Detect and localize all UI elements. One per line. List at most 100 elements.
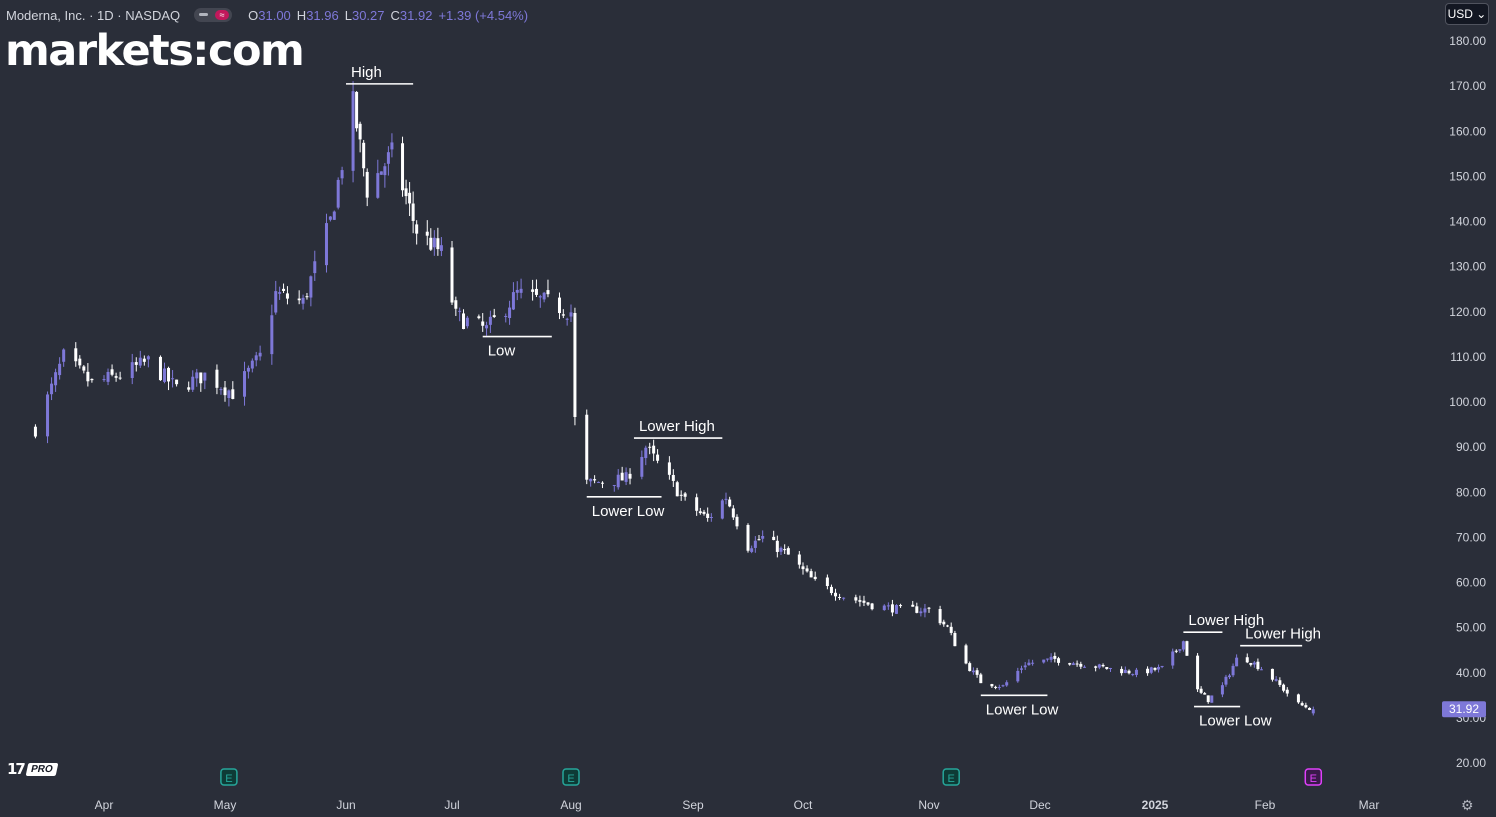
candle bbox=[1160, 665, 1164, 669]
earnings-badge bbox=[942, 768, 960, 786]
annotation-label: Low bbox=[488, 343, 516, 360]
candle bbox=[328, 216, 332, 222]
candle bbox=[46, 391, 50, 444]
candle bbox=[58, 357, 62, 380]
candle-body bbox=[600, 482, 604, 484]
candle-body bbox=[274, 291, 278, 313]
candle bbox=[332, 210, 336, 221]
candle-body bbox=[50, 383, 54, 395]
candle bbox=[731, 505, 735, 520]
candle-body bbox=[282, 288, 286, 291]
candle bbox=[458, 307, 462, 322]
symbol-title[interactable]: Moderna, Inc. · 1D · NASDAQ bbox=[6, 7, 181, 23]
candle bbox=[927, 606, 931, 613]
candle bbox=[408, 182, 412, 217]
candle-body bbox=[1224, 676, 1228, 685]
candle-body bbox=[886, 605, 890, 607]
candle-body bbox=[1020, 668, 1023, 670]
annotation-label: Lower High bbox=[1245, 626, 1321, 643]
tradingview-logo[interactable]: 17 PRO bbox=[7, 760, 58, 778]
candle bbox=[1210, 695, 1214, 703]
candle-body bbox=[834, 592, 838, 597]
candle-body bbox=[990, 684, 994, 687]
candle bbox=[644, 445, 648, 466]
candle bbox=[1206, 695, 1210, 704]
candle bbox=[728, 496, 732, 508]
annotation-label: Lower Low bbox=[1199, 713, 1272, 730]
candle bbox=[620, 466, 624, 481]
x-tick-label: Nov bbox=[918, 798, 939, 812]
candle bbox=[746, 523, 750, 553]
candle-body bbox=[250, 360, 254, 369]
candle-body bbox=[243, 371, 247, 397]
candle-body bbox=[450, 247, 454, 303]
candle bbox=[519, 278, 523, 299]
candle bbox=[1108, 667, 1112, 673]
candle-body bbox=[1005, 682, 1009, 686]
candle-body bbox=[401, 143, 405, 191]
y-axis[interactable]: 180.00 170.00 160.00 150.00 140.00 130.00 120.… bbox=[1449, 34, 1486, 770]
candle bbox=[656, 449, 660, 464]
tv-pro-badge: PRO bbox=[25, 762, 58, 776]
candle bbox=[199, 372, 203, 392]
candle-body bbox=[1235, 657, 1239, 667]
candle-body bbox=[1097, 664, 1101, 668]
candle-body bbox=[949, 626, 953, 633]
candle bbox=[675, 480, 679, 497]
candle-body bbox=[882, 605, 886, 611]
candle bbox=[134, 357, 138, 372]
visibility-toggle-icon[interactable]: ≈ bbox=[194, 8, 233, 22]
candle-body bbox=[624, 472, 628, 482]
candle bbox=[243, 361, 247, 406]
candle bbox=[146, 355, 150, 368]
candle-body bbox=[219, 389, 223, 391]
candle bbox=[33, 424, 37, 439]
candle-body bbox=[54, 372, 58, 386]
candle bbox=[175, 379, 179, 387]
candle-body bbox=[531, 289, 535, 292]
candle-body bbox=[33, 426, 37, 437]
candle bbox=[979, 672, 983, 684]
candle bbox=[1101, 663, 1105, 668]
candle-body bbox=[408, 192, 412, 204]
candle-body bbox=[702, 511, 706, 514]
candle bbox=[813, 571, 817, 581]
candle-body bbox=[246, 367, 250, 372]
candle bbox=[142, 355, 146, 366]
candle bbox=[750, 545, 754, 554]
x-axis[interactable]: Apr May Jun Jul Aug Sep Oct Nov Dec 2025 Feb Mar bbox=[95, 798, 1380, 812]
earnings-marker[interactable]: E bbox=[942, 768, 960, 786]
earnings-marker[interactable]: E bbox=[220, 768, 238, 786]
candle-body bbox=[1274, 679, 1278, 681]
candle-body bbox=[1171, 651, 1175, 666]
candle bbox=[531, 279, 535, 301]
candle-body bbox=[462, 313, 466, 330]
candle-body bbox=[1123, 669, 1127, 673]
candle bbox=[1068, 662, 1072, 666]
candle bbox=[82, 364, 86, 374]
candle-body bbox=[640, 456, 644, 477]
candle bbox=[1123, 666, 1127, 674]
candle-body bbox=[1174, 650, 1178, 652]
candle-body bbox=[779, 547, 783, 552]
candle-body bbox=[386, 152, 390, 164]
candle-body bbox=[1199, 688, 1203, 693]
candle-body bbox=[698, 511, 702, 514]
candle bbox=[640, 450, 644, 480]
candle-body bbox=[1282, 684, 1286, 691]
candle bbox=[425, 220, 429, 246]
candle-body bbox=[1304, 705, 1308, 708]
earnings-marker[interactable]: E bbox=[1304, 768, 1323, 786]
candle-body bbox=[171, 378, 175, 380]
candle bbox=[671, 469, 675, 487]
candle bbox=[628, 468, 632, 485]
brand-logo: markets:com bbox=[5, 26, 305, 76]
earnings-marker[interactable]: E bbox=[562, 768, 580, 786]
currency-selector[interactable]: USD ⌄ bbox=[1445, 3, 1489, 25]
candle bbox=[805, 565, 809, 573]
x-tick-label: Aug bbox=[560, 798, 581, 812]
candle bbox=[1105, 666, 1109, 670]
gear-icon[interactable]: ⚙ bbox=[1461, 797, 1474, 813]
